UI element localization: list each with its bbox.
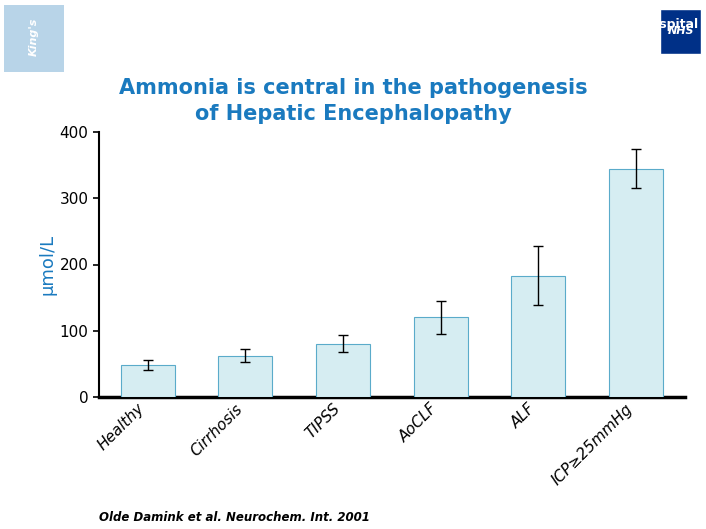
Bar [316,344,370,397]
Text: Ammonia is central in the pathogenesis: Ammonia is central in the pathogenesis [119,78,587,98]
Text: King's College Hospital: King's College Hospital [537,18,698,31]
Text: King's: King's [29,17,39,56]
Text: NHS: NHS [667,26,694,35]
Text: NHS Foundation Trust: NHS Foundation Trust [537,51,634,60]
Bar [218,355,273,397]
Text: of Hepatic Encephalopathy: of Hepatic Encephalopathy [195,104,511,124]
Y-axis label: μmol/L: μmol/L [39,234,56,295]
Bar [4,5,64,72]
Text: Olde Damink et al. Neurochem. Int. 2001: Olde Damink et al. Neurochem. Int. 2001 [99,510,370,524]
Bar [414,317,467,397]
Bar [660,9,701,53]
Bar [511,276,566,397]
Bar [609,169,663,397]
Bar [121,365,174,397]
